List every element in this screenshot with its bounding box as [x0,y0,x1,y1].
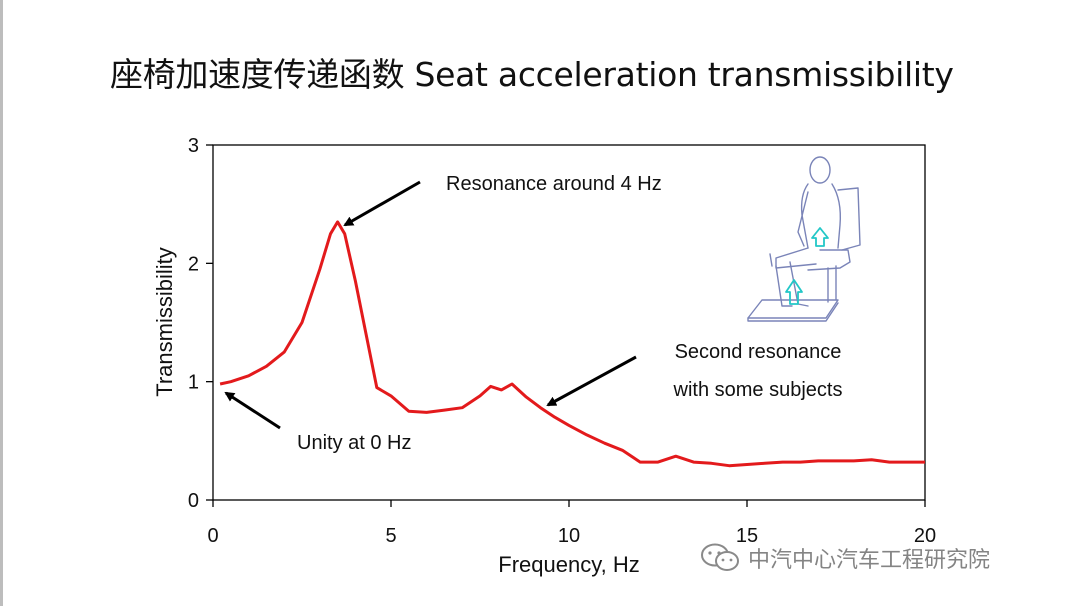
x-tick-label: 0 [207,525,218,547]
y-axis-label: Transmissibility [152,247,177,397]
series-line [219,220,925,468]
x-tick-label: 15 [736,525,758,547]
y-tick-label: 0 [188,490,199,512]
lower-cue-arrow-icon [785,279,803,305]
watermark-text: 中汽中心汽车工程研究院 [748,548,991,573]
unity-arrow [224,391,281,430]
vibration-cue-arrows [785,227,829,305]
x-axis-label: Frequency, Hz [498,552,639,577]
y-tick-label: 1 [188,372,199,394]
unity-label: Unity at 0 Hz [297,432,411,454]
second-resonance-arrow [546,355,637,407]
resonance-4hz-arrow [343,180,421,227]
wechat-icon [701,543,739,571]
y-tick-label: 2 [188,253,199,275]
x-tick-label: 10 [558,525,580,547]
slide-title: 座椅加速度传递函数 Seat acceleration transmissibi… [110,55,954,94]
seated-person-illustration [747,156,861,322]
upper-cue-arrow-icon [811,227,829,247]
slide-left-edge [0,0,3,606]
y-tick-label: 3 [188,135,199,157]
y-axis-ticks: 0 1 2 3 [188,135,213,512]
watermark: 中汽中心汽车工程研究院 [700,538,990,578]
x-tick-label: 5 [385,525,396,547]
second-resonance-label-line-1: Second resonance [675,341,842,363]
x-axis-ticks: 0 5 10 15 20 [207,500,936,547]
resonance-4hz-label: Resonance around 4 Hz [446,173,662,195]
second-resonance-label-line-2: with some subjects [673,379,843,401]
x-tick-label: 20 [914,525,936,547]
